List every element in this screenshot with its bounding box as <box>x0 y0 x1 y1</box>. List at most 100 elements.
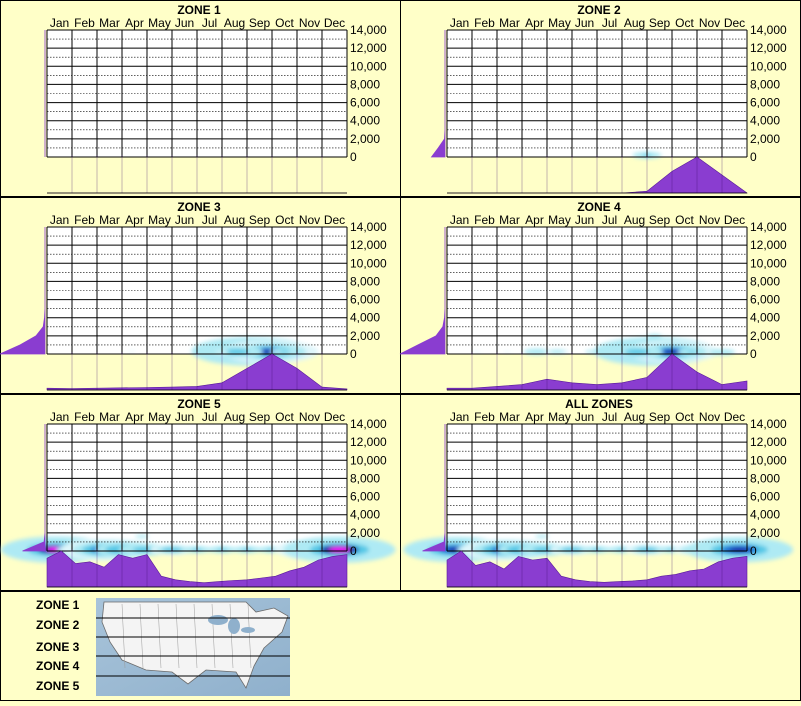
state-border <box>121 603 126 669</box>
y-tick-label: 4,000 <box>350 311 380 325</box>
y-tick-label: 4,000 <box>350 508 380 522</box>
y-tick-label: 8,000 <box>750 274 780 288</box>
month-label: Mar <box>499 410 520 424</box>
month-label: Oct <box>675 410 694 424</box>
heat-spot <box>538 535 546 538</box>
month-label: Mar <box>99 213 120 227</box>
panel-title: ALL ZONES <box>565 397 633 411</box>
month-label: Jun <box>175 213 194 227</box>
month-label: Jul <box>602 213 617 227</box>
y-tick-label: 6,000 <box>750 96 780 110</box>
month-label: Apr <box>525 16 544 30</box>
month-label: Jun <box>175 16 194 30</box>
zone-panel: ALL ZONES Jan Feb Mar Apr May Jun Jul Aug Sep Oct N… <box>400 394 801 591</box>
heat-spot <box>128 350 136 353</box>
month-label: Apr <box>125 410 144 424</box>
lake <box>241 627 255 633</box>
elevation-distribution <box>22 424 46 552</box>
month-label: Apr <box>125 16 144 30</box>
heat-spot <box>630 350 644 354</box>
y-tick-label: 6,000 <box>350 490 380 504</box>
y-tick-label: 10,000 <box>350 256 387 270</box>
month-label: Sep <box>649 410 671 424</box>
month-label: May <box>148 213 171 227</box>
y-tick-label: 8,000 <box>350 471 380 485</box>
elevation-distribution <box>0 227 46 355</box>
month-label: Dec <box>324 410 345 424</box>
month-label: Jan <box>50 16 69 30</box>
y-tick-label: 8,000 <box>750 471 780 485</box>
lake <box>208 615 228 625</box>
elevation-distribution <box>422 424 446 552</box>
y-tick-label: 10,000 <box>350 453 387 467</box>
month-label: Nov <box>299 16 320 30</box>
y-tick-label: 0 <box>350 347 357 361</box>
state-border <box>139 603 144 669</box>
month-label: Dec <box>324 213 345 227</box>
y-tick-label: 14,000 <box>750 23 787 37</box>
y-tick-label: 6,000 <box>750 293 780 307</box>
y-tick-label: 10,000 <box>750 453 787 467</box>
month-label: Feb <box>474 410 495 424</box>
month-label: Aug <box>224 213 245 227</box>
month-label: Aug <box>624 410 645 424</box>
elevation-distribution <box>399 227 446 355</box>
y-tick-label: 2,000 <box>350 526 380 540</box>
y-tick-label: 4,000 <box>750 114 780 128</box>
month-label: Feb <box>74 213 95 227</box>
month-label: Nov <box>699 16 720 30</box>
state-border <box>229 603 234 669</box>
land-shape <box>101 601 289 689</box>
month-label: Oct <box>275 410 294 424</box>
heat-layer <box>128 336 319 366</box>
y-tick-label: 0 <box>350 544 357 558</box>
y-tick-label: 0 <box>350 150 357 164</box>
month-label: Sep <box>249 16 271 30</box>
y-tick-label: 14,000 <box>750 220 787 234</box>
y-tick-label: 2,000 <box>750 132 780 146</box>
y-tick-label: 14,000 <box>350 417 387 431</box>
month-label: May <box>148 410 171 424</box>
zone-panel: ZONE 1 Jan Feb Mar Apr May Jun Jul Aug Sep Oct Nov D… <box>0 0 401 197</box>
y-tick-label: 8,000 <box>750 77 780 91</box>
month-label: Jan <box>50 410 69 424</box>
panel-title: ZONE 2 <box>577 3 621 17</box>
month-label: Feb <box>474 16 495 30</box>
y-tick-label: 12,000 <box>750 41 787 55</box>
month-label: Jan <box>450 16 469 30</box>
y-tick-label: 14,000 <box>750 417 787 431</box>
month-label: Nov <box>699 213 720 227</box>
heat-spot <box>552 350 562 353</box>
month-label: Nov <box>299 213 320 227</box>
y-tick-label: 4,000 <box>350 114 380 128</box>
month-label: Feb <box>74 410 95 424</box>
lake <box>228 618 240 634</box>
heat-spot <box>230 350 244 354</box>
y-tick-label: 12,000 <box>350 41 387 55</box>
panel-title: ZONE 4 <box>577 200 621 214</box>
y-tick-label: 2,000 <box>750 526 780 540</box>
month-label: Jul <box>602 16 617 30</box>
month-label: Jul <box>202 213 217 227</box>
y-tick-label: 6,000 <box>350 293 380 307</box>
month-label: Oct <box>675 213 694 227</box>
month-label: May <box>548 16 571 30</box>
month-label: Aug <box>624 213 645 227</box>
heat-spot <box>686 350 698 353</box>
month-label: Mar <box>99 410 120 424</box>
panel-title: ZONE 3 <box>177 200 221 214</box>
month-label: Jun <box>575 410 594 424</box>
month-label: Jan <box>50 213 69 227</box>
month-label: Jul <box>202 410 217 424</box>
month-label: May <box>548 410 571 424</box>
y-tick-label: 2,000 <box>350 329 380 343</box>
y-tick-label: 2,000 <box>750 329 780 343</box>
month-label: May <box>148 16 171 30</box>
y-tick-label: 8,000 <box>350 274 380 288</box>
heat-spot <box>138 548 151 552</box>
month-label: Sep <box>249 410 271 424</box>
y-tick-label: 12,000 <box>750 238 787 252</box>
zone-label: ZONE 3 <box>36 640 80 654</box>
zone-panel: ZONE 2 Jan Feb Mar Apr May Jun Jul Aug Sep Oct Nov D… <box>400 0 801 197</box>
